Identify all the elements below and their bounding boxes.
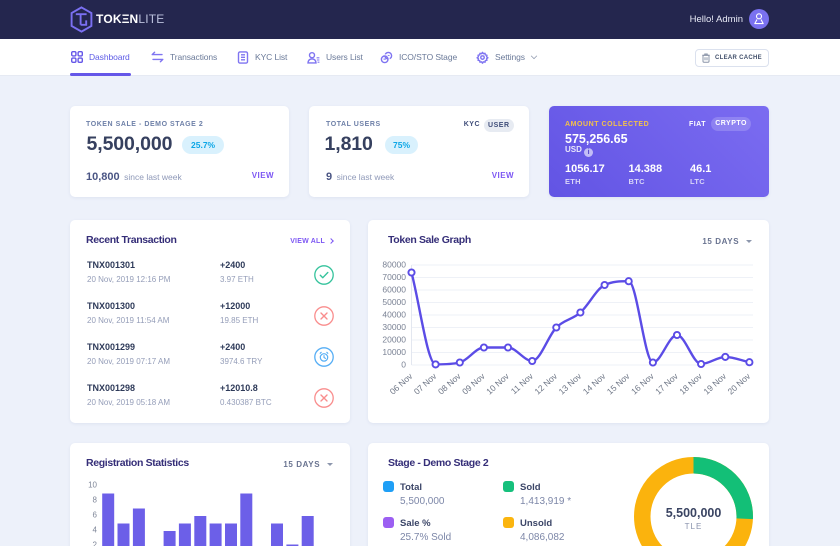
svg-text:30000: 30000 — [382, 322, 406, 332]
svg-text:19 Nov: 19 Nov — [701, 371, 728, 397]
svg-text:70000: 70000 — [382, 272, 406, 282]
svg-text:2: 2 — [93, 541, 98, 546]
svg-text:14 Nov: 14 Nov — [581, 371, 608, 397]
svg-text:13 Nov: 13 Nov — [557, 371, 584, 397]
svg-text:8: 8 — [93, 496, 98, 505]
svg-text:20000: 20000 — [382, 335, 406, 345]
svg-text:80000: 80000 — [382, 260, 406, 270]
svg-text:60000: 60000 — [382, 285, 406, 295]
svg-text:07 Nov: 07 Nov — [412, 371, 439, 397]
svg-text:10000: 10000 — [382, 347, 406, 357]
svg-text:09 Nov: 09 Nov — [460, 371, 487, 397]
svg-text:0: 0 — [401, 360, 406, 370]
svg-text:10: 10 — [88, 481, 97, 490]
svg-text:08 Nov: 08 Nov — [436, 371, 463, 397]
svg-text:15 Nov: 15 Nov — [605, 371, 632, 397]
svg-text:18 Nov: 18 Nov — [677, 371, 704, 397]
svg-text:40000: 40000 — [382, 310, 406, 320]
svg-text:6: 6 — [93, 511, 98, 520]
svg-text:11 Nov: 11 Nov — [509, 371, 536, 397]
svg-text:50000: 50000 — [382, 297, 406, 307]
svg-text:06 Nov: 06 Nov — [388, 371, 415, 397]
svg-text:4: 4 — [93, 526, 98, 535]
svg-text:16 Nov: 16 Nov — [629, 371, 656, 397]
svg-text:17 Nov: 17 Nov — [653, 371, 680, 397]
svg-text:10 Nov: 10 Nov — [484, 371, 511, 397]
svg-text:20 Nov: 20 Nov — [726, 371, 753, 397]
svg-text:12 Nov: 12 Nov — [532, 371, 559, 397]
